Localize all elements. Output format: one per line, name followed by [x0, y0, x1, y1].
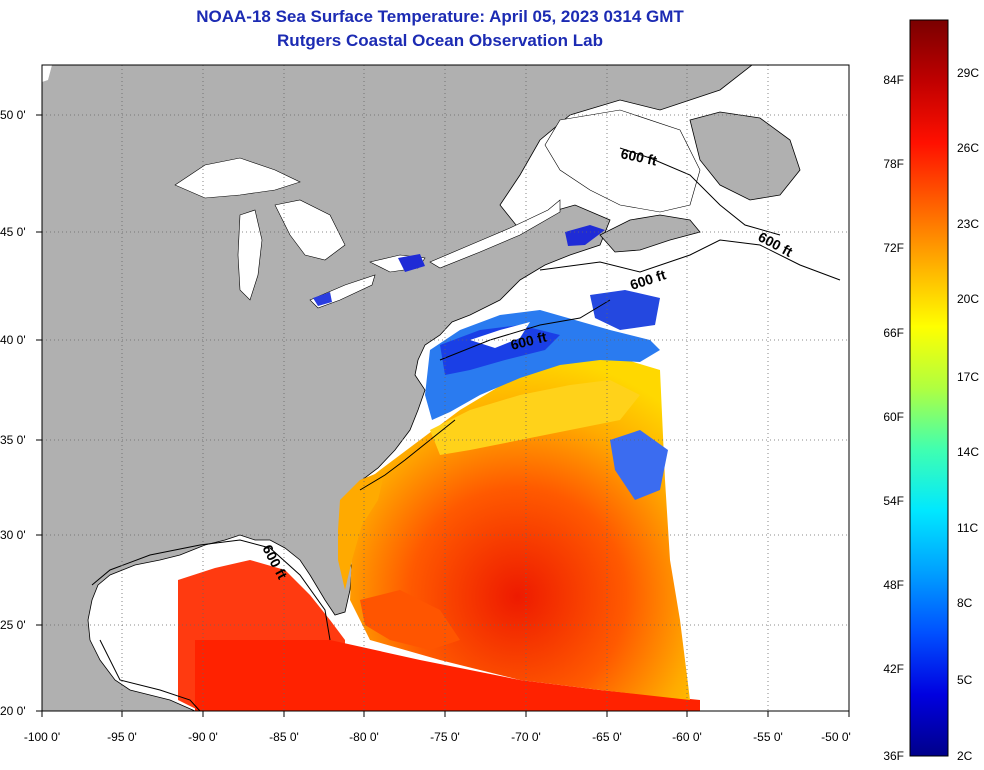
isobath-line-canada: [619, 147, 781, 236]
lat-label: 35 0': [0, 433, 26, 447]
lat-label: 40 0': [0, 333, 26, 347]
lon-label: -100 0': [24, 730, 60, 744]
longitude-labels: -100 0' -95 0' -90 0' -85 0' -80 0' -75 …: [24, 730, 851, 744]
lake-superior: [174, 157, 301, 199]
colorbar-c-label: 29C: [957, 66, 979, 80]
lon-label: -60 0': [672, 730, 702, 744]
colorbar-f-label: 36F: [883, 749, 904, 763]
isobath-line-shelf: [439, 299, 611, 361]
lake-huron: [274, 199, 346, 261]
colorbar-f-label: 84F: [883, 73, 904, 87]
nova-scotia-land: [599, 214, 701, 253]
colorbar-c-label: 17C: [957, 370, 979, 384]
sst-caribbean: [195, 640, 700, 711]
colorbar-f-label: 78F: [883, 157, 904, 171]
latitude-labels: 50 0' 45 0' 40 0' 35 0' 30 0' 25 0' 20 0…: [0, 108, 26, 718]
lon-label: -55 0': [753, 730, 783, 744]
colorbar-fahrenheit-labels: 84F 78F 72F 66F 60F 54F 48F 42F 36F: [883, 73, 904, 763]
colorbar-c-label: 20C: [957, 292, 979, 306]
cold-bay-patch: [565, 225, 605, 246]
lon-label: -80 0': [349, 730, 379, 744]
lon-label: -50 0': [821, 730, 851, 744]
isobath-line-north: [539, 239, 841, 281]
lat-label: 30 0': [0, 528, 26, 542]
hudson-bay-fragment: [42, 65, 52, 82]
colorbar-c-label: 23C: [957, 217, 979, 231]
sst-shelf-coldest: [440, 325, 560, 375]
colorbar-scale: [909, 19, 949, 757]
axis-ticks: [36, 114, 850, 717]
lon-label: -70 0': [511, 730, 541, 744]
map-area: [42, 65, 849, 711]
st-lawrence-river: [429, 199, 561, 269]
lat-label: 45 0': [0, 225, 26, 239]
colorbar-f-label: 60F: [883, 410, 904, 424]
cold-lake-patch: [398, 254, 425, 272]
cold-lake-erie-patch: [313, 292, 332, 306]
sst-florida-shelf: [338, 470, 385, 590]
lon-label: -90 0': [188, 730, 218, 744]
colorbar-c-label: 26C: [957, 141, 979, 155]
isobath-line-gulf: [91, 539, 331, 641]
colorbar-c-label: 8C: [957, 596, 973, 610]
lon-label: -95 0': [107, 730, 137, 744]
lat-label: 20 0': [0, 704, 26, 718]
colorbar-c-label: 14C: [957, 445, 979, 459]
map-subtitle: Rutgers Coastal Ocean Observation Lab: [277, 31, 603, 50]
gulf-of-st-lawrence: [544, 109, 701, 213]
colorbar-f-label: 66F: [883, 326, 904, 340]
graticule: [42, 65, 849, 711]
isobath-600ft: [91, 147, 841, 712]
colorbar-f-label: 72F: [883, 241, 904, 255]
lon-label: -75 0': [430, 730, 460, 744]
colorbar-c-label: 2C: [957, 749, 973, 763]
isobath-line-southeast: [359, 419, 456, 491]
colorbar: 84F 78F 72F 66F 60F 54F 48F 42F 36F 29C …: [883, 19, 979, 763]
lon-label: -65 0': [592, 730, 622, 744]
sst-cold-streak-east: [610, 430, 668, 500]
sst-cold-blob-offshore: [590, 290, 660, 330]
lat-label: 25 0': [0, 618, 26, 632]
isobath-line-gulf-inner: [99, 639, 201, 712]
map-title: NOAA-18 Sea Surface Temperature: April 0…: [196, 7, 684, 26]
sst-cuba-region: [360, 590, 460, 650]
colorbar-c-label: 5C: [957, 673, 973, 687]
colorbar-c-label: 11C: [957, 521, 978, 535]
colorbar-f-label: 54F: [883, 494, 904, 508]
lon-label: -85 0': [269, 730, 299, 744]
maritimes-land: [689, 111, 801, 201]
colorbar-celsius-labels: 29C 26C 23C 20C 17C 14C 11C 8C 5C 2C: [957, 66, 979, 763]
isobath-label-gulf-st-lawrence: 600 ft: [619, 145, 658, 168]
colorbar-f-label: 48F: [883, 578, 904, 592]
lake-michigan: [237, 209, 263, 301]
sst-gulf-stream-north: [430, 380, 640, 455]
colorbar-f-label: 42F: [883, 662, 904, 676]
lat-label: 50 0': [0, 108, 26, 122]
